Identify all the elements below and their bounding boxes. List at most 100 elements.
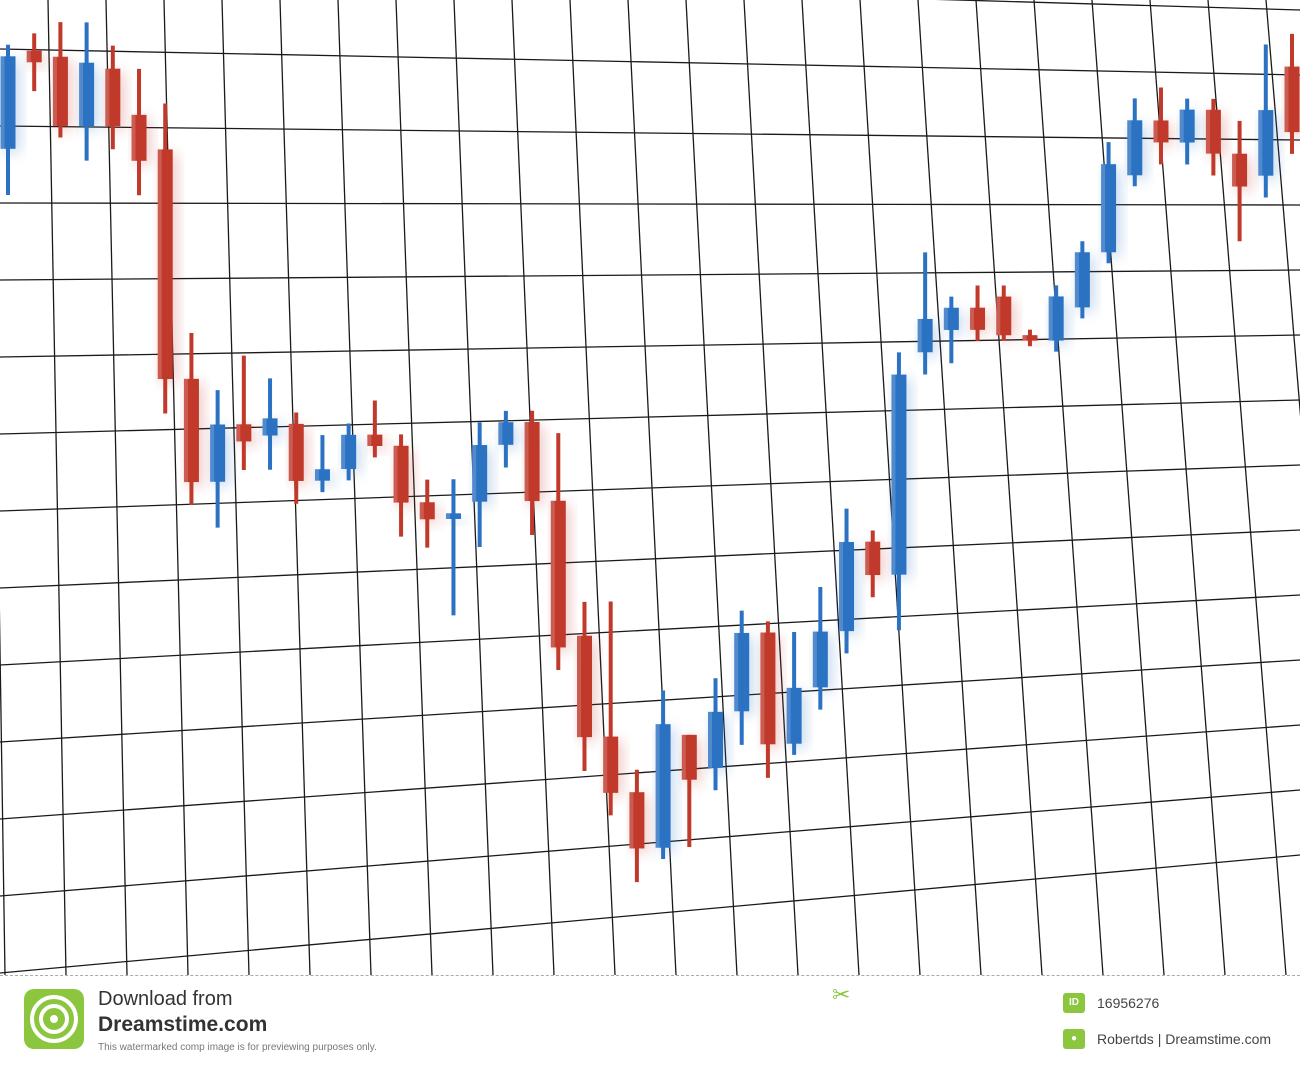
- candle-body: [1284, 66, 1300, 133]
- candle-49: [1258, 44, 1274, 198]
- watermark-footer: Download from Dreamstime.com This waterm…: [0, 975, 1300, 1065]
- candle-32: [812, 586, 828, 710]
- candle-highlight: [550, 500, 555, 648]
- candle-36: [917, 252, 933, 375]
- candle-20: [498, 410, 514, 468]
- candle-highlight: [655, 724, 660, 848]
- candle-highlight: [786, 687, 791, 744]
- grid-line-v: [1207, 0, 1287, 975]
- candle-body: [131, 114, 147, 161]
- candle-17: [419, 479, 435, 548]
- candle-highlight: [1179, 109, 1184, 143]
- candle-body: [419, 502, 435, 520]
- candle-highlight: [1022, 335, 1027, 341]
- candle-body: [812, 631, 828, 688]
- candle-6: [131, 68, 147, 196]
- watermark-notice: This watermarked comp image is for previ…: [98, 1042, 377, 1053]
- candle-body: [1232, 153, 1248, 187]
- grid-line-h: [0, 48, 1300, 76]
- candle-highlight: [52, 56, 57, 126]
- candle-45: [1153, 87, 1169, 165]
- candle-highlight: [157, 149, 162, 380]
- candle-highlight: [1074, 252, 1079, 308]
- candle-body: [183, 378, 199, 483]
- grid-line-v: [0, 607, 6, 975]
- candle-22: [550, 433, 566, 671]
- candle-body: [79, 62, 95, 127]
- candle-42: [1074, 241, 1090, 319]
- candle-shadow: [449, 517, 465, 523]
- candle-body: [498, 422, 514, 445]
- candle-body: [524, 421, 540, 502]
- candle-9: [210, 390, 226, 528]
- candle-body: [1101, 164, 1117, 253]
- candle-28: [708, 678, 724, 791]
- candle-highlight: [419, 502, 424, 520]
- candle-body: [550, 500, 566, 648]
- candle-body: [786, 687, 802, 744]
- grid-line-v: [743, 0, 799, 975]
- grid-line-v: [47, 0, 67, 975]
- candle-body: [1022, 335, 1038, 341]
- candle-body: [262, 418, 278, 436]
- candle-body: [734, 632, 750, 712]
- candle-highlight: [970, 307, 975, 330]
- candle-highlight: [681, 734, 686, 780]
- candle-44: [1127, 98, 1143, 187]
- candle-highlight: [996, 296, 1001, 336]
- grid-line-h: [0, 789, 1300, 897]
- candle-highlight: [183, 378, 188, 483]
- candle-19: [472, 422, 488, 547]
- grid-line-v: [859, 0, 921, 975]
- candle-body: [996, 296, 1012, 336]
- image-id: 16956276: [1097, 995, 1160, 1011]
- id-badge: ID: [1063, 993, 1085, 1013]
- candle-highlight: [943, 307, 948, 330]
- candle-body: [1074, 252, 1090, 308]
- candle-highlight: [1153, 120, 1158, 143]
- grid-line-v: [1033, 0, 1104, 975]
- candle-body: [445, 513, 461, 519]
- candle-highlight: [367, 434, 372, 447]
- candle-body: [576, 635, 592, 738]
- grid-line-v: [395, 0, 433, 975]
- candle-highlight: [812, 631, 817, 688]
- candle-highlight: [393, 445, 398, 503]
- candle-body: [1153, 120, 1169, 143]
- grid-line-v: [801, 0, 860, 975]
- candlestick-chart: [0, 0, 1300, 975]
- candle-18: [445, 479, 461, 616]
- candle-2: [26, 33, 42, 92]
- author-icon: ●: [1063, 1029, 1085, 1049]
- candle-body: [26, 50, 42, 63]
- candle-highlight: [0, 56, 5, 149]
- grid-line-v: [221, 0, 250, 975]
- grid-line-h: [0, 659, 1300, 743]
- candle-body: [52, 56, 68, 126]
- candle-47: [1205, 98, 1221, 176]
- candle-4: [79, 22, 95, 161]
- candle-highlight: [314, 469, 319, 481]
- candle-highlight: [891, 374, 896, 575]
- candle-body: [393, 445, 409, 503]
- candle-body: [865, 541, 881, 576]
- dreamstime-spiral-logo-icon: [24, 989, 84, 1049]
- candle-highlight: [288, 423, 293, 481]
- candle-14: [341, 423, 357, 481]
- candle-body: [629, 792, 645, 849]
- candle-highlight: [708, 711, 713, 768]
- download-line: Download from: [98, 988, 233, 1010]
- candle-highlight: [524, 421, 529, 502]
- candle-highlight: [839, 542, 844, 632]
- candle-highlight: [576, 635, 581, 738]
- grid-line-h: [0, 125, 1300, 141]
- candle-27: [681, 734, 697, 848]
- grid-line-v: [1091, 0, 1165, 975]
- candle-body: [236, 424, 252, 442]
- grid-line-h: [0, 854, 1300, 974]
- candle-body: [157, 149, 173, 380]
- candle-highlight: [603, 736, 608, 793]
- candle-25: [629, 769, 645, 883]
- candle-body: [760, 632, 776, 745]
- candle-highlight: [917, 318, 922, 353]
